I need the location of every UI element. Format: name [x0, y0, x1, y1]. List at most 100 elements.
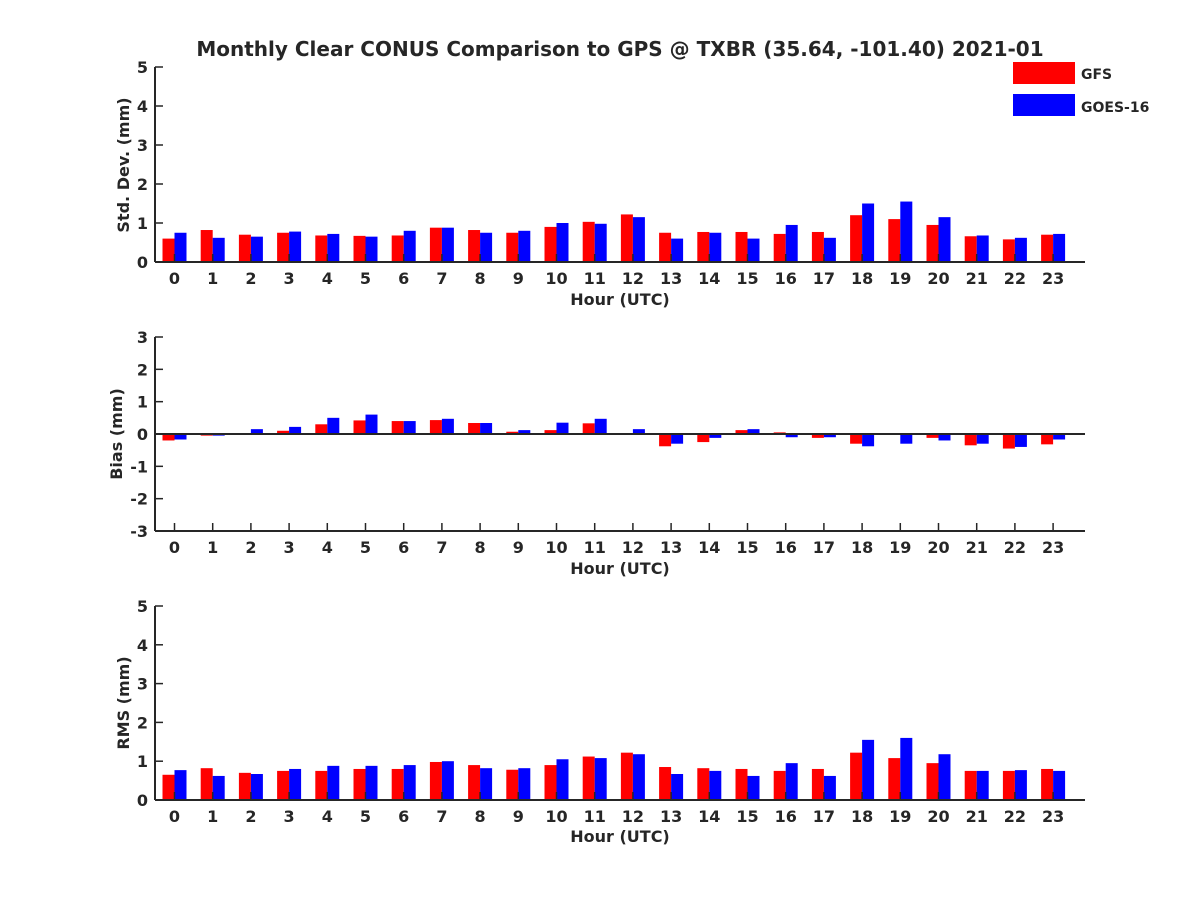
rms-gfs-bar-14 [697, 768, 710, 800]
std-xtick-label: 21 [966, 269, 988, 288]
bias-gfs-bar-5 [353, 420, 366, 434]
rms-goes16-bar-10 [556, 759, 569, 800]
bias-goes16-bar-2 [250, 429, 263, 434]
rms-goes16-bar-0 [174, 770, 187, 800]
rms-goes16-bar-23 [1053, 770, 1066, 800]
std-xtick-label: 5 [360, 269, 371, 288]
rms-gfs-bar-6 [391, 768, 404, 800]
bias-xtick-label: 21 [966, 538, 988, 557]
std-gfs-bar-12 [620, 214, 633, 262]
bias-ytick-label: -1 [130, 457, 148, 476]
bias-goes16-bar-7 [441, 418, 454, 434]
std-gfs-bar-20 [926, 224, 939, 262]
bias-xtick-label: 4 [322, 538, 333, 557]
std-xtick-label: 14 [698, 269, 720, 288]
bias-gfs-bar-3 [277, 430, 290, 434]
bias-ylabel: Bias (mm) [107, 388, 126, 480]
rms-goes16-bar-13 [671, 774, 684, 800]
std-xtick-label: 16 [775, 269, 797, 288]
std-xtick-label: 1 [207, 269, 218, 288]
rms-goes16-bar-3 [289, 768, 302, 800]
rms-ytick-label: 4 [137, 636, 148, 655]
bias-xtick-label: 6 [398, 538, 409, 557]
rms-goes16-bar-11 [594, 758, 607, 800]
std-goes16-bar-2 [250, 236, 263, 262]
std-gfs-bar-19 [888, 219, 901, 262]
rms-goes16-bar-22 [1014, 770, 1027, 800]
rms-gfs-bar-0 [162, 774, 175, 800]
rms-goes16-bar-12 [632, 754, 645, 800]
std-goes16-bar-4 [327, 233, 340, 262]
rms-xtick-label: 5 [360, 807, 371, 826]
rms-goes16-bar-5 [365, 765, 378, 800]
rms-goes16-bar-7 [441, 761, 454, 800]
rms-goes16-bar-20 [938, 754, 951, 800]
std-goes16-bar-6 [403, 230, 416, 262]
std-xtick-label: 10 [545, 269, 567, 288]
bias-goes16-bar-23 [1053, 434, 1066, 440]
rms-gfs-bar-10 [544, 765, 557, 800]
chart-title: Monthly Clear CONUS Comparison to GPS @ … [196, 37, 1043, 61]
rms-gfs-bar-17 [811, 768, 824, 800]
bias-gfs-bar-11 [582, 423, 595, 434]
rms-xtick-label: 12 [622, 807, 644, 826]
std-xtick-label: 17 [813, 269, 835, 288]
rms-xtick-label: 19 [889, 807, 911, 826]
bias-gfs-bar-18 [850, 434, 863, 444]
bias-xlabel: Hour (UTC) [570, 559, 670, 578]
std-goes16-bar-16 [785, 224, 798, 262]
bias-xtick-label: 10 [545, 538, 567, 557]
bias-goes16-bar-6 [403, 421, 416, 434]
std-gfs-bar-22 [1002, 239, 1015, 262]
rms-ytick-label: 0 [137, 791, 148, 810]
rms-xtick-label: 21 [966, 807, 988, 826]
std-gfs-bar-18 [850, 215, 863, 262]
bias-xtick-label: 13 [660, 538, 682, 557]
rms-xtick-label: 18 [851, 807, 873, 826]
bias-gfs-bar-22 [1002, 434, 1015, 449]
bias-ytick-label: 2 [137, 360, 148, 379]
bias-goes16-bar-15 [747, 429, 760, 434]
bias-xtick-label: 3 [284, 538, 295, 557]
std-xtick-label: 13 [660, 269, 682, 288]
bias-goes16-bar-9 [518, 430, 531, 434]
std-gfs-bar-10 [544, 226, 557, 262]
rms-gfs-bar-8 [468, 765, 481, 800]
std-gfs-bar-0 [162, 238, 175, 262]
std-gfs-bar-11 [582, 221, 595, 262]
bias-xtick-label: 17 [813, 538, 835, 557]
bias-gfs-bar-7 [429, 420, 442, 434]
std-goes16-bar-12 [632, 217, 645, 262]
std-gfs-bar-15 [735, 231, 748, 262]
bias-goes16-bar-13 [671, 434, 684, 444]
std-gfs-bar-5 [353, 235, 366, 262]
bias-xtick-label: 12 [622, 538, 644, 557]
std-goes16-bar-7 [441, 227, 454, 262]
rms-gfs-bar-16 [773, 770, 786, 800]
bias-xtick-label: 9 [513, 538, 524, 557]
bias-xtick-label: 14 [698, 538, 720, 557]
rms-gfs-bar-9 [506, 769, 519, 800]
rms-goes16-bar-6 [403, 765, 416, 800]
rms-xtick-label: 15 [736, 807, 758, 826]
std-xtick-label: 6 [398, 269, 409, 288]
std-goes16-bar-0 [174, 232, 187, 262]
std-goes16-bar-19 [900, 201, 913, 262]
legend-swatch-goes16 [1013, 94, 1075, 116]
legend-swatch-gfs [1013, 62, 1075, 84]
bias-xtick-label: 23 [1042, 538, 1064, 557]
std-gfs-bar-6 [391, 235, 404, 262]
std-xtick-label: 11 [584, 269, 606, 288]
rms-xtick-label: 20 [927, 807, 949, 826]
rms-gfs-bar-20 [926, 763, 939, 800]
rms-gfs-bar-2 [238, 772, 251, 800]
std-xtick-label: 0 [169, 269, 180, 288]
rms-gfs-bar-22 [1002, 770, 1015, 800]
rms-gfs-bar-18 [850, 752, 863, 800]
std-goes16-bar-20 [938, 217, 951, 262]
std-xtick-label: 8 [475, 269, 486, 288]
bias-xtick-label: 15 [736, 538, 758, 557]
std-xtick-label: 12 [622, 269, 644, 288]
bias-ytick-label: -3 [130, 522, 148, 541]
std-gfs-bar-2 [238, 234, 251, 262]
